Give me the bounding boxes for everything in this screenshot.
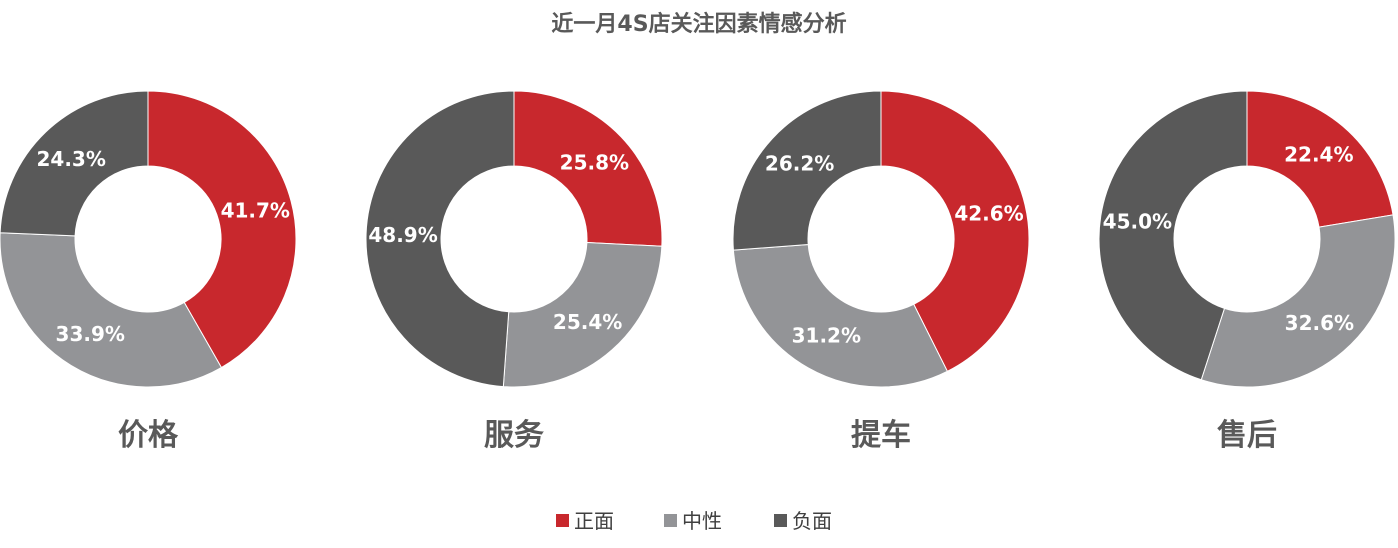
slice-label-2-0: 42.6% (954, 201, 1023, 225)
legend-label-2: 负面 (792, 509, 832, 533)
slice-3-0 (1246, 90, 1394, 228)
legend-label-1: 中性 (682, 509, 722, 533)
slice-label-3-0: 22.4% (1284, 142, 1353, 166)
slice-2-0 (880, 90, 1030, 372)
slice-1-2 (365, 90, 515, 388)
slice-0-0 (147, 90, 297, 369)
donut-2: 42.6% 31.2% 26.2% 提车 (732, 90, 1030, 453)
slice-label-1-2: 48.9% (368, 223, 437, 247)
slice-3-2 (1098, 90, 1248, 381)
slice-2-2 (732, 90, 882, 251)
legend-item-1: 中性 (664, 509, 722, 533)
donut-3: 22.4% 32.6% 45.0% 售后 (1098, 90, 1396, 453)
slice-label-2-2: 26.2% (765, 152, 834, 176)
slice-label-3-2: 45.0% (1103, 210, 1172, 234)
slice-0-2 (0, 90, 149, 237)
legend-item-2: 负面 (774, 509, 832, 533)
slice-label-2-1: 31.2% (792, 324, 861, 348)
slice-2-1 (732, 243, 949, 388)
slice-1-1 (502, 242, 663, 388)
slice-label-1-0: 25.8% (560, 150, 629, 174)
slice-3-1 (1200, 214, 1396, 388)
category-label-3: 售后 (1217, 418, 1277, 453)
donut-charts: 41.7% 33.9% 24.3% 价格 25.8% 25.4% 48.9% 服务 42.6% 3… (0, 90, 1396, 453)
category-label-0: 价格 (118, 418, 179, 453)
legend-swatch-1 (664, 514, 677, 527)
legend-item-0: 正面 (556, 509, 614, 533)
legend: 正面 中性 负面 (556, 509, 832, 533)
legend-swatch-0 (556, 514, 569, 527)
slice-label-3-1: 32.6% (1285, 311, 1354, 335)
legend-swatch-2 (774, 514, 787, 527)
slice-1-0 (513, 90, 663, 247)
category-label-2: 提车 (851, 418, 911, 453)
donut-0: 41.7% 33.9% 24.3% 价格 (0, 90, 297, 453)
slice-label-1-1: 25.4% (553, 310, 622, 334)
category-label-1: 服务 (484, 418, 544, 453)
chart-title: 近一月4S店关注因素情感分析 (551, 11, 846, 37)
slice-label-0-0: 41.7% (221, 199, 290, 223)
slice-0-1 (0, 232, 223, 388)
legend-label-0: 正面 (574, 509, 614, 533)
slice-label-0-2: 24.3% (36, 147, 105, 171)
slice-label-0-1: 33.9% (56, 322, 125, 346)
donut-1: 25.8% 25.4% 48.9% 服务 (365, 90, 663, 453)
